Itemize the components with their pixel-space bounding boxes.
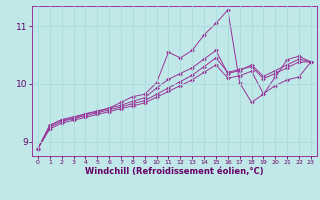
X-axis label: Windchill (Refroidissement éolien,°C): Windchill (Refroidissement éolien,°C) bbox=[85, 167, 264, 176]
